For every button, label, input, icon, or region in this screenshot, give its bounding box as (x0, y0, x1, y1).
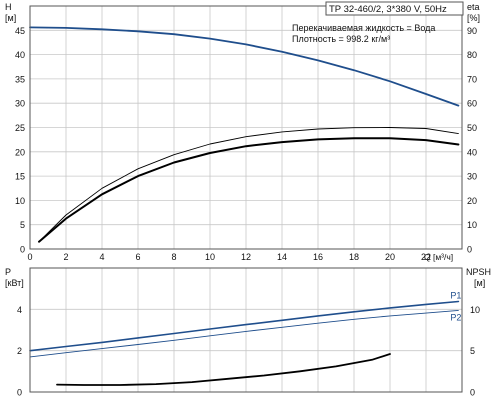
left-tick-label: 35 (15, 74, 25, 84)
model-title: TP 32-460/2, 3*380 V, 50Hz (329, 4, 447, 15)
right-tick-label: 0 (467, 245, 472, 255)
p-axis-label: P (5, 267, 11, 277)
right-tick-label: 30 (467, 172, 477, 182)
right-tick-label: 10 (467, 220, 477, 230)
x-tick-label: 2 (63, 252, 68, 262)
y2-axis-unit: [%] (467, 13, 480, 23)
x-tick-label: 22 (421, 252, 431, 262)
right-tick-label: 50 (467, 123, 477, 133)
npsh-tick-label: 5 (470, 346, 475, 356)
x-tick-label: 10 (205, 252, 215, 262)
left-tick-label: 25 (15, 123, 25, 133)
right-tick-label: 80 (467, 50, 477, 60)
npsh-curve (56, 353, 391, 386)
x-tick-label: 0 (27, 252, 32, 262)
npsh-axis-label: NPSH (466, 267, 491, 277)
right-tick-label: 90 (467, 26, 477, 36)
left-tick-label: 45 (15, 26, 25, 36)
p-tick-label: 4 (17, 305, 22, 315)
left-tick-label: 20 (15, 147, 25, 157)
p-axis-unit: [кВт] (5, 278, 24, 288)
npsh-tick-label: 10 (470, 305, 480, 315)
right-tick-label: 60 (467, 99, 477, 109)
x-tick-label: 8 (171, 252, 176, 262)
p-tick-label: 2 (17, 346, 22, 356)
model-title-box (325, 1, 464, 16)
left-tick-label: 5 (20, 220, 25, 230)
bottom-plot-frame (29, 267, 463, 393)
x-tick-label: 18 (349, 252, 359, 262)
right-tick-label: 40 (467, 147, 477, 157)
x-tick-label: 16 (313, 252, 323, 262)
right-tick-label: 70 (467, 74, 477, 84)
p1-label: P1 (450, 290, 461, 300)
eta-outer-curve (38, 127, 459, 243)
right-tick-label: 20 (467, 196, 477, 206)
x-tick-label: 12 (241, 252, 251, 262)
npsh-axis-unit: [м] (474, 278, 485, 288)
x-tick-label: 14 (277, 252, 287, 262)
p-tick-label: 0 (17, 388, 22, 398)
x-axis-label: Q [м³/ч] (424, 252, 453, 262)
p2-curve (29, 309, 459, 358)
curves-layer (29, 26, 460, 386)
left-tick-label: 0 (20, 245, 25, 255)
density-label: Плотность = 998.2 кг/м³ (292, 34, 390, 44)
x-tick-label: 20 (385, 252, 395, 262)
eta-curve (38, 137, 460, 243)
npsh-tick-label: 0 (470, 388, 475, 398)
p1-curve (29, 300, 460, 352)
left-tick-label: 30 (15, 99, 25, 109)
left-tick-label: 10 (15, 196, 25, 206)
liquid-label: Перекачиваемая жидкость = Вода (292, 23, 435, 33)
y-axis-unit: [м] (5, 13, 16, 23)
x-tick-label: 4 (99, 252, 104, 262)
y-axis-label: H (5, 2, 12, 12)
labels-layer: 0 2 4 6 8 10 12 14 16 18 20 22051015202530354045010… (5, 2, 491, 398)
frames-layer (29, 5, 463, 393)
x-tick-label: 6 (135, 252, 140, 262)
y2-axis-label: eta (467, 2, 480, 12)
p2-label: P2 (450, 312, 461, 322)
head-curve (29, 26, 460, 107)
top-plot-frame (29, 5, 463, 250)
left-tick-label: 40 (15, 50, 25, 60)
left-tick-label: 15 (15, 172, 25, 182)
